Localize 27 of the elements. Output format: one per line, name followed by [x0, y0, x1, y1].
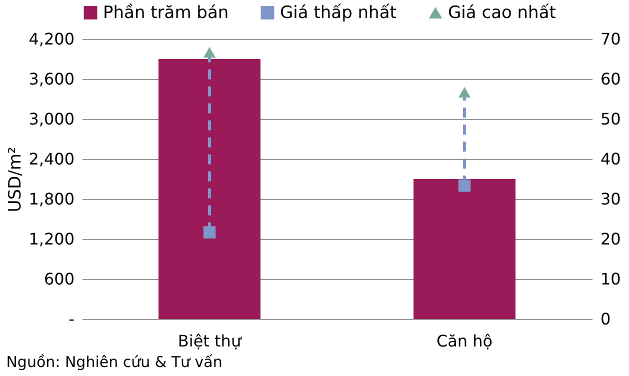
y2-tick-label: 50 [600, 110, 621, 128]
y-tick-label: 600 [44, 270, 74, 288]
y2-tick-label: 30 [600, 190, 621, 208]
y-axis-title: USD/m² [6, 146, 26, 212]
y-tick-label: 3,600 [28, 70, 74, 88]
y-tick-label: 3,000 [28, 110, 74, 128]
x-tick-label: Biệt thự [178, 332, 242, 350]
legend-label: Giá cao nhất [448, 2, 556, 23]
legend-label: Giá thấp nhất [280, 2, 397, 23]
point [458, 87, 471, 98]
y-tick-label: 4,200 [28, 30, 74, 48]
y2-tick-label: 60 [600, 70, 621, 88]
y2-tick-label: 20 [600, 230, 621, 248]
y2-tick-label: 70 [600, 30, 621, 48]
point [458, 180, 471, 192]
point [203, 226, 216, 238]
text: Nguồn: Nghiên cứu & Tư vấn [6, 353, 222, 371]
y2-tick-label: 10 [600, 270, 621, 288]
y2-tick-label: 0 [600, 310, 611, 328]
y-tick-label: - [68, 310, 74, 328]
y-tick-label: 1,200 [28, 230, 74, 248]
y-tick-label: 2,400 [28, 150, 74, 168]
y-tick-label: 1,800 [28, 190, 74, 208]
y2-tick-label: 40 [600, 150, 621, 168]
x-tick-label: Căn hộ [436, 332, 493, 350]
point [203, 47, 216, 58]
legend-label: Phần trăm bán [103, 2, 229, 23]
